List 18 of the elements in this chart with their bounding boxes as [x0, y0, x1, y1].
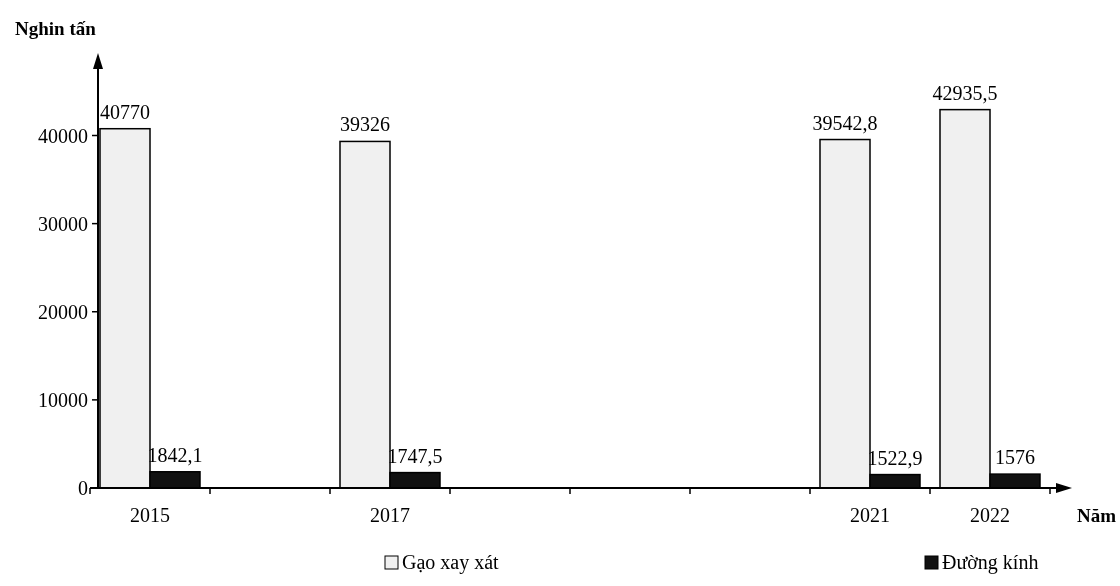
y-axis-title: Nghin tấn: [15, 18, 97, 39]
legend-label: Gạo xay xát: [402, 551, 500, 574]
data-label: 1576: [995, 446, 1035, 469]
y-tick-label: 20000: [38, 300, 88, 323]
y-tick-label: 40000: [38, 124, 88, 147]
y-tick-label: 30000: [38, 212, 88, 235]
x-axis-title: Năm: [1076, 505, 1117, 526]
data-label: 39326: [340, 113, 390, 136]
legend-label: Đường kính: [942, 551, 1039, 574]
data-label: 42935,5: [932, 81, 998, 104]
x-tick-label: 2021: [850, 504, 890, 526]
data-label: 39542,8: [812, 111, 878, 134]
y-tick-label: 10000: [38, 388, 88, 411]
x-tick-label: 2015: [130, 504, 170, 526]
data-label: 40770: [100, 100, 150, 123]
x-tick-label: 2017: [370, 504, 410, 526]
x-tick-label: 2022: [970, 504, 1010, 526]
y-tick-label: 0: [78, 477, 88, 499]
